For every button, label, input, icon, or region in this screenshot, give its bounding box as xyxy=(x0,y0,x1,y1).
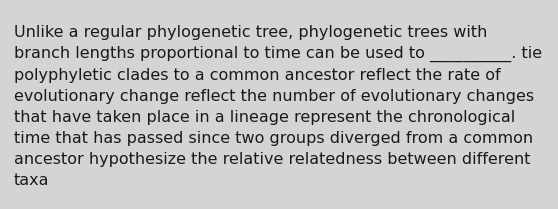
Text: Unlike a regular phylogenetic tree, phylogenetic trees with
branch lengths propo: Unlike a regular phylogenetic tree, phyl… xyxy=(14,25,542,188)
